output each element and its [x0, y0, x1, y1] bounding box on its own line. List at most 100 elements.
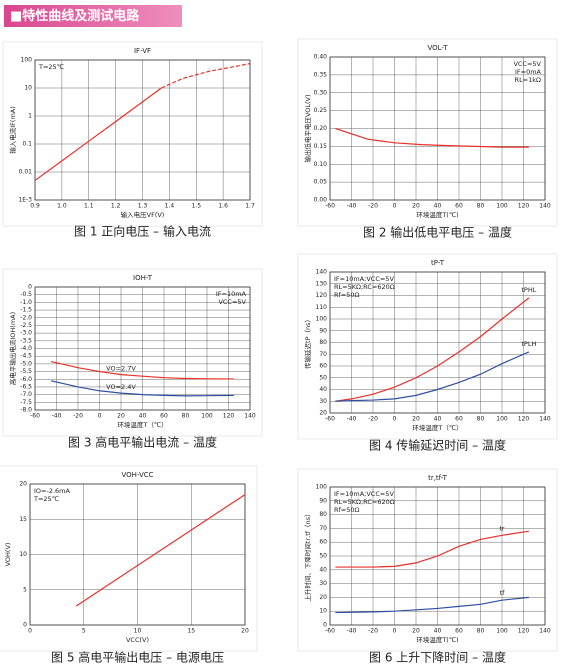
y-tick-label: -0.5	[20, 291, 32, 298]
y-tick-label: 40	[319, 566, 327, 573]
x-tick-label: 1.7	[245, 203, 255, 210]
annotation: RL=1kΩ	[515, 76, 541, 84]
data-line	[75, 494, 246, 607]
data-line	[335, 351, 530, 402]
x-tick-label: 140	[244, 413, 256, 420]
annotation: IF=10mA;VCC=5V	[334, 275, 394, 283]
y-tick-label: -6.0	[20, 376, 32, 383]
y-tick-label: 60	[319, 363, 327, 370]
chart-title: tr,tf-T	[428, 474, 448, 482]
x-tick-label: -40	[347, 203, 357, 210]
figure-caption: 图 6 上升下降时间 – 温度	[369, 650, 506, 665]
data-line	[161, 62, 251, 89]
y-tick-label: 110	[316, 304, 328, 311]
y-tick-label: 10	[19, 551, 27, 558]
x-tick-label: 0.9	[30, 203, 40, 210]
x-tick-label: 40	[434, 416, 442, 423]
figure-caption: 图 4 传输延迟时间 – 温度	[369, 438, 506, 453]
y-tick-label: 70	[319, 525, 327, 532]
annotation: IF=10mA	[216, 290, 247, 298]
series-label: VO=2.4V	[106, 383, 136, 391]
y-tick-label: 90	[319, 497, 327, 504]
x-tick-label: 80	[477, 628, 485, 635]
y-tick-label: 0	[23, 622, 27, 629]
x-tick-label: 60	[455, 203, 463, 210]
y-tick-label: 5	[23, 586, 27, 593]
annotation: IF=0mA	[515, 68, 542, 76]
series-label: VO=2.7V	[106, 365, 136, 373]
x-tick-label: 20	[241, 628, 249, 635]
y-tick-label: -1.0	[20, 299, 32, 306]
x-tick-label: 60	[455, 416, 463, 423]
chart-frame	[2, 41, 263, 227]
x-tick-label: -40	[52, 413, 62, 420]
x-tick-label: 100	[496, 416, 508, 423]
annotation: T=25℃	[33, 495, 59, 503]
chart-frame	[0, 465, 258, 652]
annotation: T=25℃	[38, 63, 64, 71]
y-axis-label: 输出低电平电压VOL(V)	[303, 94, 312, 162]
annotation: IF=10mA;VCC=5V	[334, 490, 394, 498]
x-axis-label: 环境温度T(℃)	[416, 635, 458, 644]
y-tick-label: 10	[24, 85, 32, 92]
x-tick-label: 20	[412, 628, 420, 635]
y-tick-label: 0.01	[19, 169, 33, 176]
x-tick-label: 15	[187, 628, 195, 635]
y-tick-label: 0.1	[22, 141, 32, 148]
y-tick-label: 130	[316, 280, 328, 287]
data-line	[50, 380, 234, 397]
x-tick-label: 1.4	[165, 203, 175, 210]
x-tick-label: 140	[539, 416, 551, 423]
y-tick-label: 60	[319, 539, 327, 546]
x-tick-label: 80	[182, 413, 190, 420]
x-tick-label: -20	[368, 203, 378, 210]
x-tick-label: 40	[434, 203, 442, 210]
y-axis-label: 输入电流IF(mA)	[8, 106, 17, 154]
chart-title: VOL-T	[427, 44, 448, 52]
figure-caption: 图 5 高电平输出电压 – 电源电压	[51, 650, 224, 665]
y-tick-label: -7.5	[20, 399, 32, 406]
x-axis-label: 输入电压VF(V)	[121, 210, 165, 219]
y-tick-label: -6.5	[20, 383, 32, 390]
y-axis-label: VOH(V)	[4, 543, 12, 567]
x-tick-label: -20	[368, 628, 378, 635]
y-tick-label: 120	[316, 292, 328, 299]
y-tick-label: 50	[319, 553, 327, 560]
x-tick-label: -20	[368, 416, 378, 423]
y-tick-label: 30	[319, 398, 327, 405]
y-tick-label: 1	[28, 113, 32, 120]
x-tick-label: 0	[28, 628, 32, 635]
x-tick-label: 120	[518, 416, 530, 423]
y-tick-label: 50	[319, 374, 327, 381]
x-tick-label: 1.1	[84, 203, 94, 210]
x-tick-label: 60	[160, 413, 168, 420]
x-tick-label: 80	[477, 203, 485, 210]
y-tick-label: 0.20	[314, 125, 328, 132]
y-tick-label: 0	[28, 284, 32, 291]
y-tick-label: 0.30	[314, 89, 328, 96]
annotation: Rf=50Ω	[334, 506, 360, 514]
y-tick-label: -7.0	[20, 391, 32, 398]
x-tick-label: 140	[539, 203, 551, 210]
y-tick-label: 70	[319, 351, 327, 358]
y-tick-label: -4.0	[20, 345, 32, 352]
y-tick-label: 80	[319, 511, 327, 518]
y-tick-label: 100	[21, 57, 33, 64]
x-tick-label: -40	[347, 628, 357, 635]
x-tick-label: 140	[539, 628, 551, 635]
x-tick-label: 20	[117, 413, 125, 420]
x-tick-label: 0	[393, 628, 397, 635]
x-tick-label: 100	[201, 413, 213, 420]
y-tick-label: 0.35	[314, 71, 328, 78]
y-tick-label: 0.15	[314, 143, 328, 150]
y-tick-label: 15	[19, 516, 27, 523]
y-tick-label: -2.5	[20, 322, 32, 329]
x-axis-label: 环境温度T(℃)	[416, 210, 458, 219]
y-tick-label: -5.5	[20, 368, 32, 375]
figure-caption: 图 2 输出低电平电压 – 温度	[363, 225, 512, 240]
chart-title: tP-T	[431, 259, 445, 267]
annotation: RL=5KΩ;RC=620Ω	[334, 498, 395, 506]
y-tick-label: 20	[19, 481, 27, 488]
